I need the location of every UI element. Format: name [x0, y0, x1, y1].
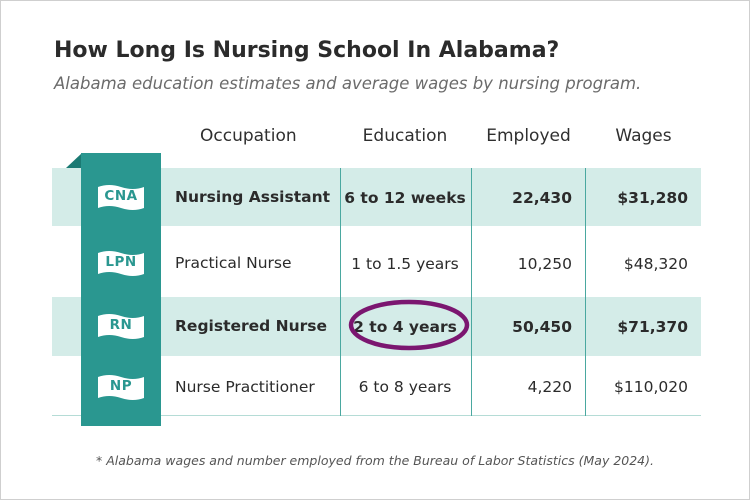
badge-lpn: LPN [97, 250, 145, 278]
badge-cna: CNA [97, 184, 145, 212]
badge-np: NP [97, 374, 145, 402]
cell-occupation: Nurse Practitioner [175, 378, 315, 396]
highlight-ring [348, 299, 470, 351]
badge-flag-icon [98, 251, 144, 276]
badge-label: LPN [105, 254, 137, 270]
badge-rn: RN [97, 313, 145, 341]
cell-education: 2 to 4 years [353, 318, 457, 336]
cell-employed: 22,430 [512, 189, 572, 207]
cell-education: 6 to 8 years [358, 378, 452, 396]
cell-education: 1 to 1.5 years [351, 255, 459, 273]
cell-occupation: Nursing Assistant [175, 188, 331, 206]
cell-wages: $31,280 [617, 189, 688, 207]
cell-occupation: Registered Nurse [175, 317, 328, 335]
cell-occupation: Practical Nurse [175, 254, 292, 272]
badge-label: NP [109, 378, 133, 394]
badge-flag-icon [98, 314, 144, 339]
column-divider-3 [585, 168, 586, 416]
badge-label: CNA [104, 188, 138, 204]
chart-subtitle: Alabama education estimates and average … [54, 74, 642, 93]
badge-label: RN [109, 317, 133, 333]
badge-flag-icon [98, 375, 144, 400]
cell-education: 6 to 12 weeks [344, 189, 466, 207]
cell-employed: 10,250 [517, 255, 572, 273]
cell-wages: $71,370 [617, 318, 688, 336]
ribbon-fold [66, 153, 82, 168]
header-employed: Employed [486, 126, 571, 146]
header-occupation: Occupation [200, 126, 297, 146]
header-education: Education [362, 126, 448, 146]
cell-employed: 50,450 [512, 318, 572, 336]
cell-wages: $48,320 [623, 255, 688, 273]
footnote: * Alabama wages and number employed from… [96, 453, 654, 468]
cell-employed: 4,220 [527, 378, 572, 396]
column-divider-2 [471, 168, 472, 416]
badge-flag-icon [98, 185, 144, 210]
cell-wages: $110,020 [614, 378, 688, 396]
chart-title: How Long Is Nursing School In Alabama? [54, 38, 560, 63]
column-divider-1 [340, 168, 341, 416]
table-bottom-rule [52, 415, 701, 416]
header-wages: Wages [615, 126, 672, 146]
